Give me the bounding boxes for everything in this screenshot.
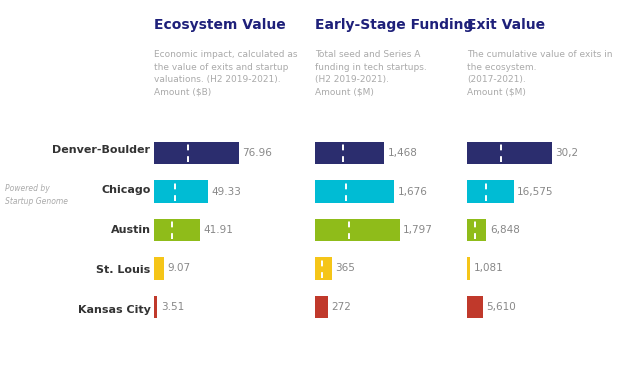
Bar [315, 296, 328, 318]
Text: Ecosystem Value: Ecosystem Value [154, 18, 285, 32]
Bar [467, 180, 514, 203]
Bar [154, 180, 208, 203]
Text: Exit Value: Exit Value [467, 18, 545, 32]
Text: Kansas City: Kansas City [78, 305, 150, 315]
Text: 272: 272 [331, 302, 351, 312]
Text: The cumulative value of exits in
the ecosystem.
(2017-2021).
Amount ($M): The cumulative value of exits in the eco… [467, 50, 613, 97]
Text: 1,081: 1,081 [473, 264, 503, 273]
Bar [154, 219, 200, 241]
Text: 3.51: 3.51 [161, 302, 184, 312]
Text: 6,848: 6,848 [490, 225, 520, 235]
Text: 1,797: 1,797 [403, 225, 433, 235]
Text: 76.96: 76.96 [242, 148, 272, 158]
Text: 1,676: 1,676 [398, 186, 427, 197]
Text: 41.91: 41.91 [203, 225, 233, 235]
Bar [467, 257, 470, 280]
Bar [154, 142, 238, 164]
Text: Austin: Austin [110, 225, 150, 235]
Bar [467, 142, 552, 164]
Text: Early-Stage Funding: Early-Stage Funding [315, 18, 473, 32]
Bar [315, 257, 332, 280]
Bar [467, 219, 487, 241]
Text: 30,2: 30,2 [556, 148, 579, 158]
Text: 16,575: 16,575 [517, 186, 554, 197]
Text: Powered by
Startup Genome: Powered by Startup Genome [5, 184, 68, 206]
Text: 1,468: 1,468 [387, 148, 418, 158]
Bar [315, 180, 394, 203]
Bar [315, 219, 399, 241]
Text: 365: 365 [335, 264, 356, 273]
Text: 5,610: 5,610 [487, 302, 516, 312]
Bar [467, 296, 483, 318]
Text: St. Louis: St. Louis [96, 265, 150, 275]
Text: 9.07: 9.07 [167, 264, 190, 273]
Text: Denver-Boulder: Denver-Boulder [53, 145, 150, 155]
Bar [154, 257, 164, 280]
Text: Chicago: Chicago [101, 185, 150, 195]
Bar [154, 296, 157, 318]
Text: 49.33: 49.33 [211, 186, 241, 197]
Text: Total seed and Series A
funding in tech startups.
(H2 2019-2021).
Amount ($M): Total seed and Series A funding in tech … [315, 50, 426, 97]
Text: Economic impact, calculated as
the value of exits and startup
valuations. (H2 20: Economic impact, calculated as the value… [154, 50, 297, 97]
Bar [315, 142, 384, 164]
